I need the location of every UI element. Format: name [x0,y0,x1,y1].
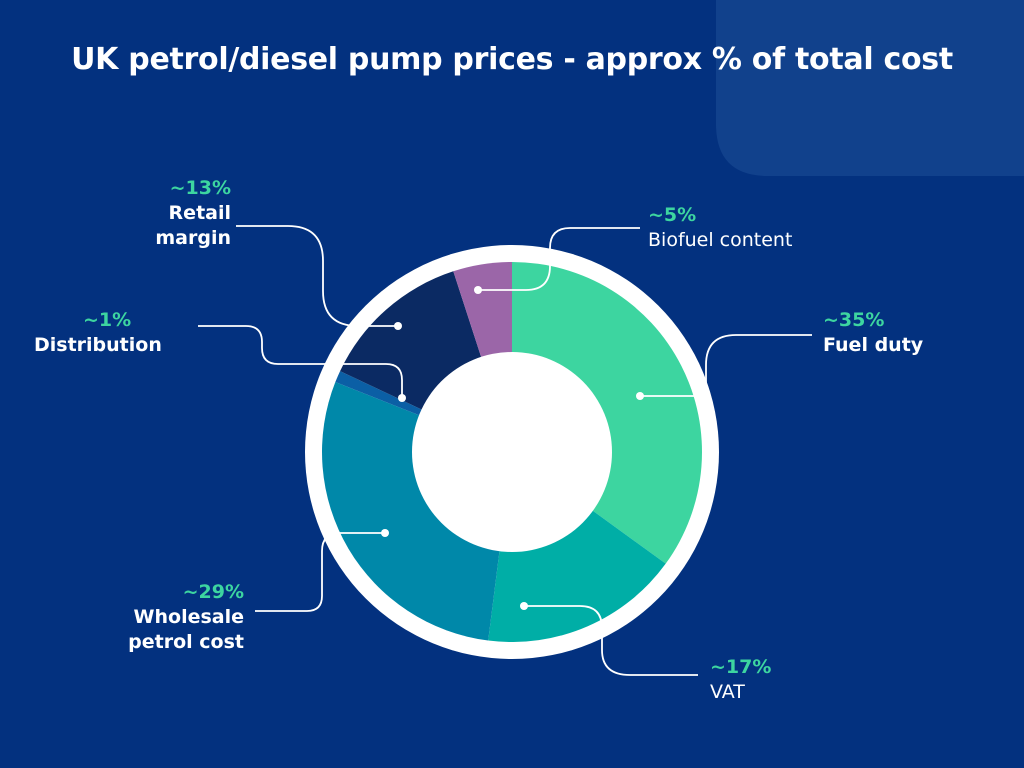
leader-wholesale-petrol-cost [255,532,385,612]
slice-name-line-1: Wholesale [133,606,244,628]
slice-name-line-1: Retail [168,202,231,224]
label-fuel-duty: ~35% Fuel duty [823,308,923,358]
percent-label: ~5% [648,204,697,226]
leader-distribution-dot [398,394,406,402]
leader-wholesale-petrol-cost-dot [381,529,389,537]
percent-label: ~29% [182,581,244,603]
percent-label: ~17% [710,656,772,678]
chart-title: UK petrol/diesel pump prices - approx % … [71,42,953,77]
leader-retail-margin [236,225,398,327]
corner-decoration [716,0,1024,176]
slice-name: Fuel duty [823,334,924,356]
percent-label: ~1% [83,309,132,331]
leader-fuel-duty [640,334,812,397]
label-biofuel-content: ~5% Biofuel content [648,203,792,253]
leader-vat [524,605,698,676]
leader-fuel-duty-dot [636,392,644,400]
label-retail-margin: ~13% Retail margin [155,176,231,251]
percent-label: ~35% [823,309,885,331]
donut-hole [412,352,612,552]
slice-name: Biofuel content [648,229,793,251]
slice-fuel-duty [512,262,702,564]
slice-name: Distribution [34,334,162,356]
label-distribution: ~1% Distribution [34,308,162,358]
leader-retail-margin-dot [394,322,402,330]
slice-name-line-2: margin [155,227,231,249]
leader-vat-dot [520,602,528,610]
label-vat: ~17% VAT [710,655,771,705]
slice-name-line-2: petrol cost [128,631,244,653]
leader-biofuel-content-dot [474,286,482,294]
leader-lines [198,225,812,676]
percent-label: ~13% [169,177,231,199]
label-wholesale-petrol-cost: ~29% Wholesale petrol cost [128,580,244,655]
slice-name: VAT [710,681,745,703]
leader-biofuel-content [478,227,640,291]
leader-distribution [198,325,403,398]
